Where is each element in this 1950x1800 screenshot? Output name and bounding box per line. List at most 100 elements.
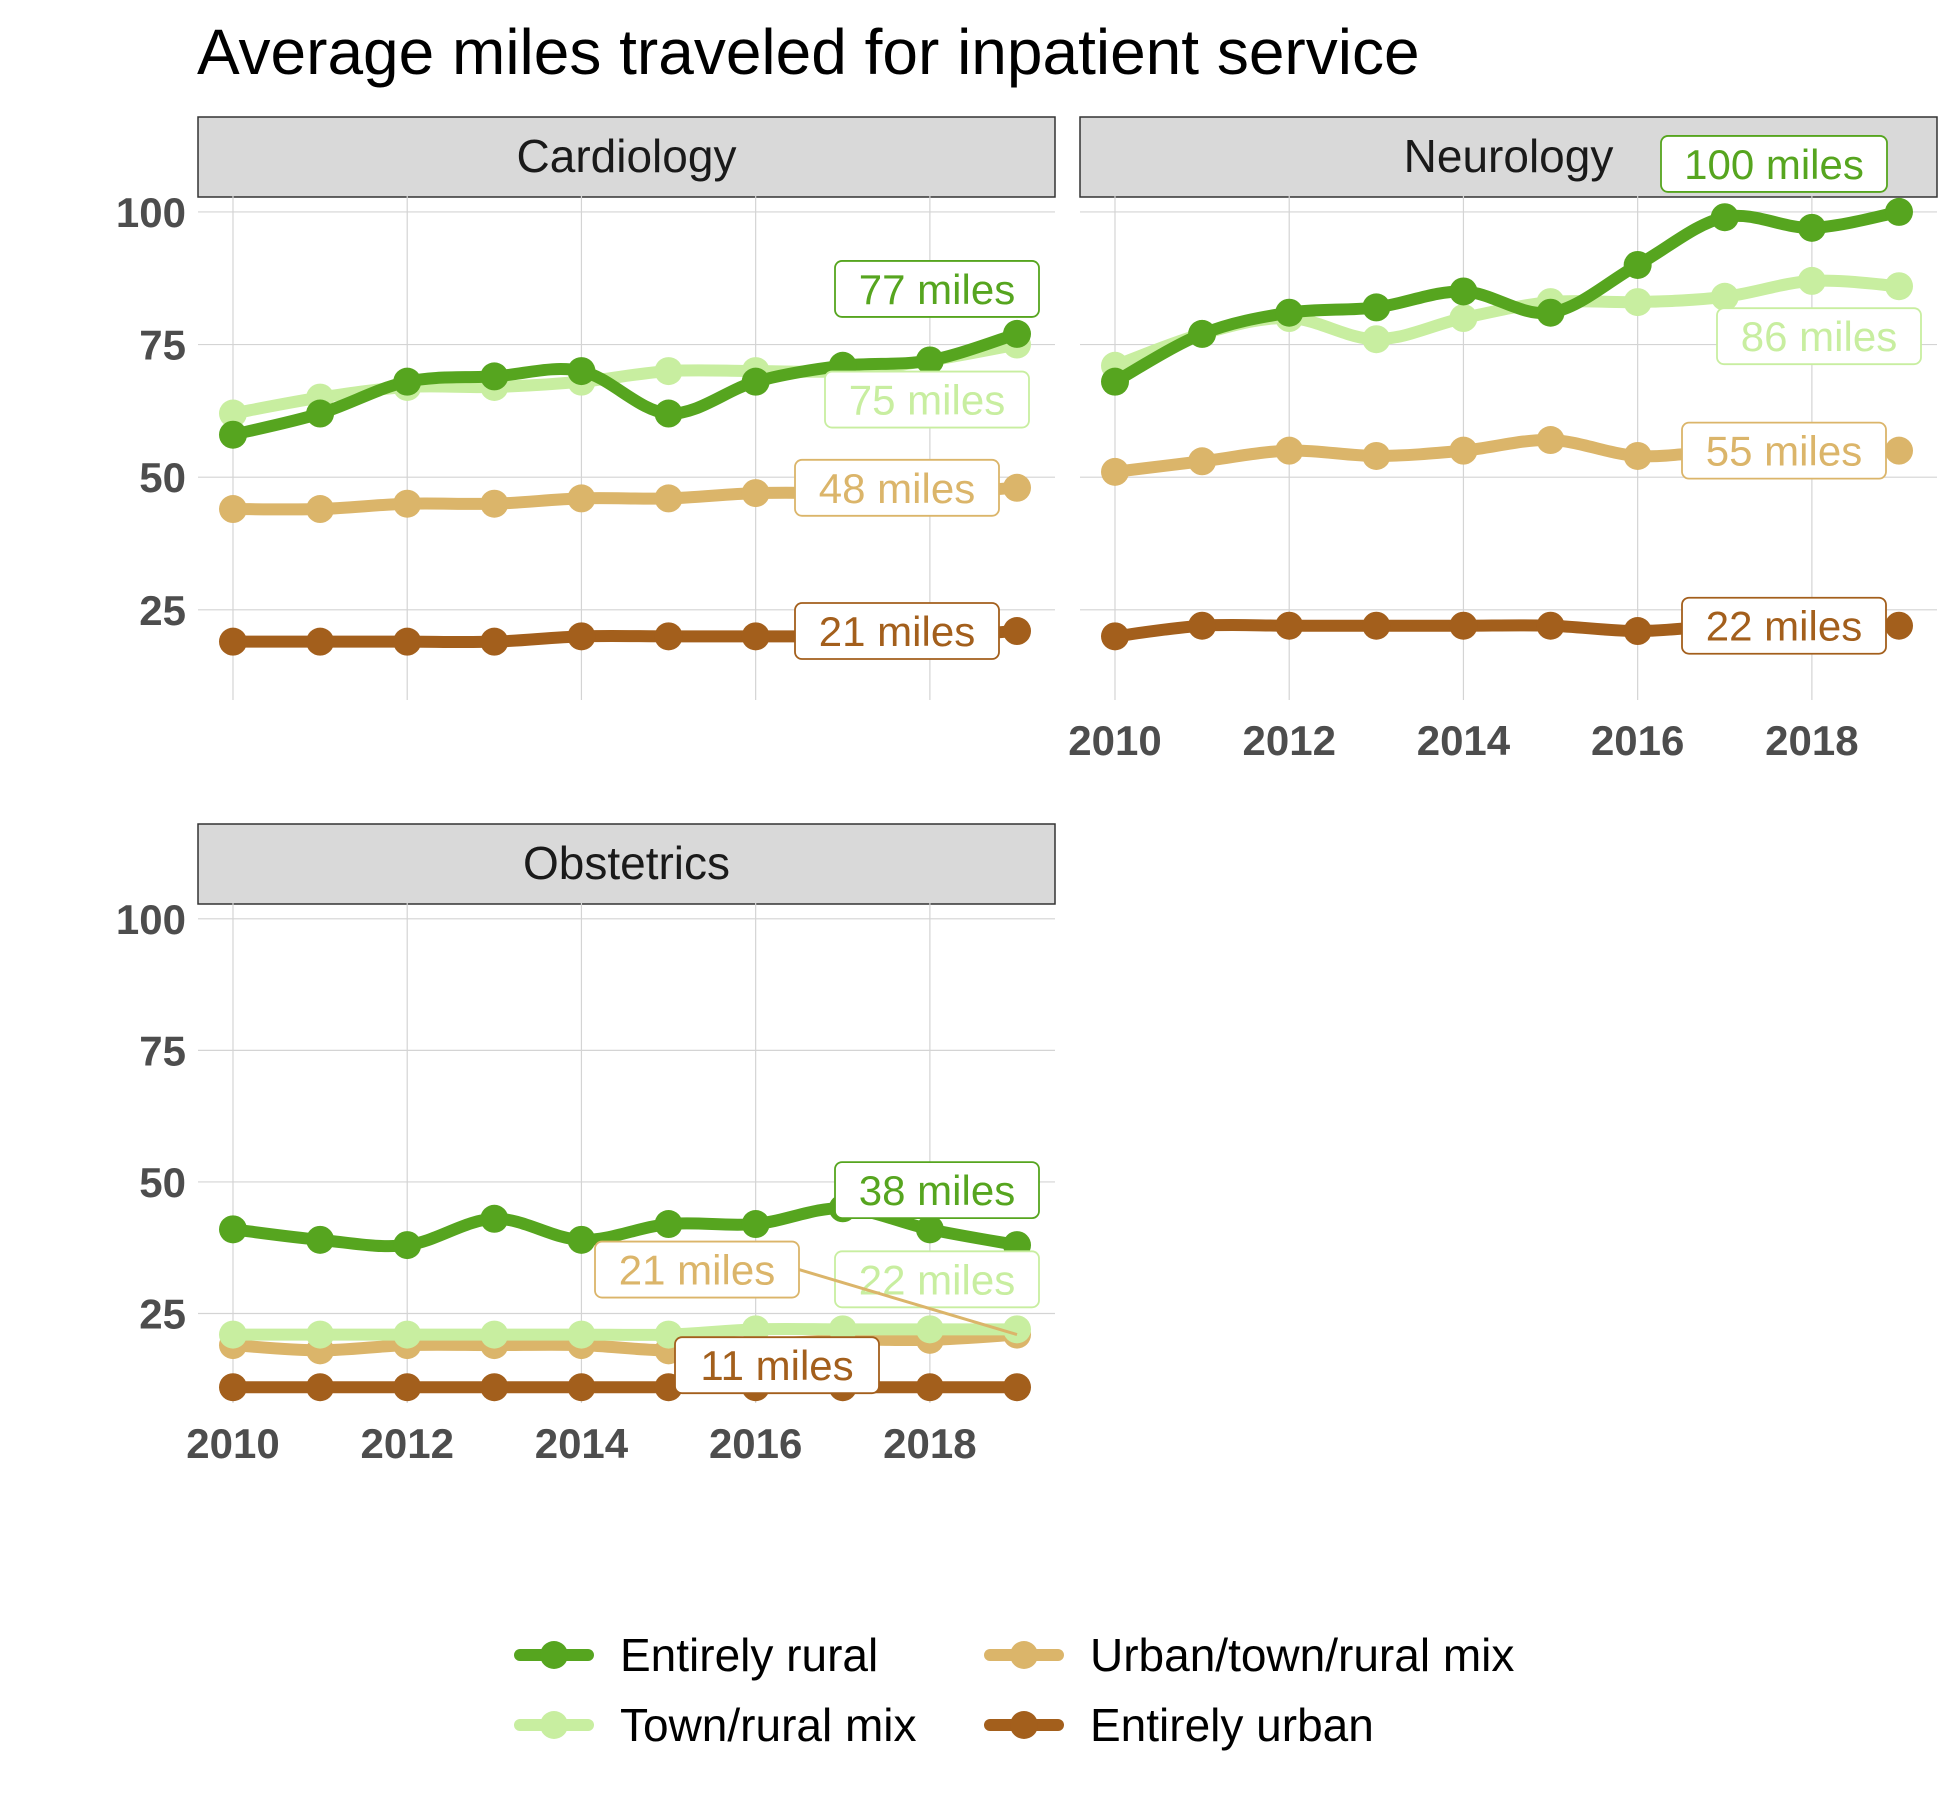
data-point xyxy=(219,1215,247,1244)
data-point xyxy=(1797,213,1826,242)
data-point xyxy=(219,420,247,449)
series-line xyxy=(227,1322,1023,1341)
data-point xyxy=(480,489,509,518)
legend-item-entirely-urban: Entirely urban xyxy=(984,1699,1374,1751)
end-label-text: 77 miles xyxy=(859,266,1015,313)
y-tick-label: 50 xyxy=(139,1159,186,1206)
end-label-text: 22 miles xyxy=(859,1256,1015,1303)
end-label-box xyxy=(834,260,1040,318)
panel-neurology: Neurology 2010 2012 2014 2016 2018 100 miles 86… xyxy=(1068,116,1938,764)
data-point xyxy=(654,622,683,651)
data-point xyxy=(306,399,335,428)
facet-strip xyxy=(197,116,1056,198)
panel-cardiology: Cardiology 25 50 75 100 77 miles 75 miles 48 mi… xyxy=(116,116,1056,700)
facet-strip-label: Neurology xyxy=(1404,130,1614,182)
legend-label: Entirely urban xyxy=(1090,1699,1374,1751)
data-point xyxy=(1003,617,1031,646)
data-point xyxy=(915,346,944,375)
legend-swatch-point xyxy=(1010,1641,1038,1669)
legend-item-town-rural-mix: Town/rural mix xyxy=(514,1699,917,1751)
data-point xyxy=(1623,288,1652,317)
end-label: 77 miles xyxy=(834,260,1040,318)
end-label-box xyxy=(1716,307,1922,366)
end-label-box xyxy=(1660,135,1888,193)
end-label: 38 miles xyxy=(834,1161,1040,1220)
data-point xyxy=(1003,473,1031,502)
data-point xyxy=(219,1320,247,1349)
data-point xyxy=(480,627,509,656)
end-label-text: 86 miles xyxy=(1741,313,1897,360)
label-leader-line xyxy=(798,1268,1018,1337)
data-point xyxy=(567,622,596,651)
data-point xyxy=(480,1373,509,1402)
end-label-text: 11 miles xyxy=(700,1342,853,1389)
end-label-text: 100 miles xyxy=(1684,141,1864,188)
x-tick-label: 2010 xyxy=(1068,717,1161,764)
end-label-text: 21 miles xyxy=(619,1247,775,1294)
data-point xyxy=(219,399,247,428)
end-label-text: 48 miles xyxy=(819,465,975,512)
end-label: 21 miles xyxy=(794,602,1000,660)
data-point xyxy=(480,1204,509,1233)
y-tick-label: 100 xyxy=(116,896,186,943)
x-tick-label: 2012 xyxy=(1243,717,1336,764)
facet-panels: Cardiology 25 50 75 100 77 miles 75 miles 48 mi… xyxy=(116,116,1938,1467)
y-tick-label: 25 xyxy=(139,1291,186,1338)
data-point xyxy=(1797,266,1826,295)
legend-swatch-point xyxy=(540,1641,568,1669)
facet-strip xyxy=(197,823,1056,905)
end-label-text: 22 miles xyxy=(1706,603,1862,650)
data-point xyxy=(567,1225,596,1254)
legend-label: Urban/town/rural mix xyxy=(1090,1629,1514,1681)
data-point xyxy=(915,1373,944,1402)
data-point xyxy=(306,627,335,656)
data-point xyxy=(915,1315,944,1344)
data-point xyxy=(306,1320,335,1349)
data-point xyxy=(1362,611,1391,640)
end-label-text: 75 miles xyxy=(849,377,1005,424)
legend: Entirely rural Town/rural mix Urban/town/r… xyxy=(514,1629,1514,1751)
facet-strip-label: Cardiology xyxy=(517,130,737,182)
y-tick-label: 100 xyxy=(116,189,186,236)
data-point xyxy=(741,622,770,651)
data-point xyxy=(306,1225,335,1254)
end-label: 21 miles xyxy=(594,1240,1018,1337)
legend-swatch-point xyxy=(1010,1711,1038,1739)
data-point xyxy=(741,1210,770,1239)
series-line xyxy=(227,327,1023,441)
data-point xyxy=(1623,617,1652,646)
data-point xyxy=(1362,293,1391,322)
end-label: 11 miles xyxy=(674,1336,880,1395)
x-tick-label: 2018 xyxy=(1765,717,1858,764)
end-label: 55 miles xyxy=(1681,421,1887,480)
data-point xyxy=(1449,277,1478,306)
x-tick-label: 2010 xyxy=(186,1420,279,1467)
data-point xyxy=(1536,426,1565,455)
data-point xyxy=(1188,611,1217,640)
data-point xyxy=(1003,1315,1031,1344)
data-point xyxy=(1003,1373,1031,1402)
series-entirely-urban xyxy=(219,1373,1031,1402)
x-tick-label: 2014 xyxy=(535,1420,629,1467)
data-point xyxy=(741,367,770,396)
data-point xyxy=(306,1373,335,1402)
data-point xyxy=(393,1320,422,1349)
data-point xyxy=(1449,611,1478,640)
data-point xyxy=(393,1373,422,1402)
data-point xyxy=(1536,611,1565,640)
y-tick-label: 25 xyxy=(139,587,186,634)
end-label: 22 miles xyxy=(1681,596,1887,655)
data-point xyxy=(915,1215,944,1244)
data-point xyxy=(1101,367,1129,396)
legend-item-urban-town-rural-mix: Urban/town/rural mix xyxy=(984,1629,1514,1681)
end-label-box xyxy=(1681,421,1887,480)
end-label-box xyxy=(1681,596,1887,655)
data-point xyxy=(219,495,247,524)
series-line xyxy=(227,1328,1023,1357)
legend-label: Town/rural mix xyxy=(620,1699,917,1751)
y-tick-label: 75 xyxy=(139,322,186,369)
legend-item-entirely-rural: Entirely rural xyxy=(514,1629,878,1681)
data-point xyxy=(1536,298,1565,327)
panel-obstetrics: Obstetrics 25 50 75 100 2010 2012 2014 2016 2018 3… xyxy=(116,823,1056,1467)
data-point xyxy=(654,399,683,428)
